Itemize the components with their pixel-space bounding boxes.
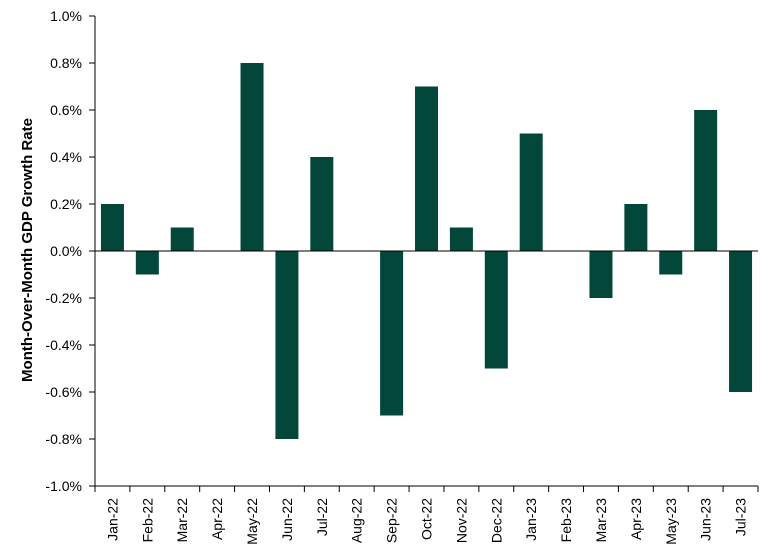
y-tick-label: -0.2% xyxy=(45,290,82,306)
x-tick-label: Mar-23 xyxy=(593,498,609,543)
x-tick-label: Mar-22 xyxy=(174,498,190,543)
x-tick-label: Aug-22 xyxy=(349,498,365,543)
y-tick-label: 0.4% xyxy=(50,149,82,165)
bar-May-22 xyxy=(240,63,264,251)
bar-Jun-23 xyxy=(694,110,718,251)
x-tick-label: Nov-22 xyxy=(453,498,469,543)
bar-Mar-23 xyxy=(589,251,613,298)
y-tick-label: 0.6% xyxy=(50,102,82,118)
x-tick-label: Feb-22 xyxy=(139,498,155,543)
y-tick-label: 0.0% xyxy=(50,243,82,259)
bar-Jan-23 xyxy=(519,133,543,251)
x-tick-label: Jun-22 xyxy=(279,498,295,541)
bar-May-23 xyxy=(659,251,683,275)
x-tick-label: Jan-23 xyxy=(523,498,539,541)
bar-Jan-22 xyxy=(100,204,124,251)
x-tick-label: Jun-23 xyxy=(698,498,714,541)
y-axis-label: Month-Over-Month GDP Growth Rate xyxy=(19,118,36,382)
y-tick-label: -0.8% xyxy=(45,431,82,447)
x-tick-label: Dec-22 xyxy=(488,498,504,543)
y-tick-label: 1.0% xyxy=(50,8,82,24)
bar-Jul-22 xyxy=(310,157,334,251)
x-tick-label: Apr-22 xyxy=(209,498,225,540)
bar-Feb-22 xyxy=(135,251,159,275)
x-tick-label: Jul-23 xyxy=(733,498,749,536)
bar-Nov-22 xyxy=(449,227,473,251)
x-tick-label: Sep-22 xyxy=(384,498,400,543)
y-tick-label: 0.2% xyxy=(50,196,82,212)
bar-Jun-22 xyxy=(275,251,299,439)
x-tick-label: Oct-22 xyxy=(419,498,435,540)
y-tick-label: -1.0% xyxy=(45,478,82,494)
bar-Mar-22 xyxy=(170,227,194,251)
y-tick-label: 0.8% xyxy=(50,55,82,71)
bar-Jul-23 xyxy=(729,251,753,392)
x-tick-label: Apr-23 xyxy=(628,498,644,540)
x-tick-label: May-22 xyxy=(244,498,260,545)
y-tick-label: -0.6% xyxy=(45,384,82,400)
x-tick-label: Feb-23 xyxy=(558,498,574,543)
bar-Sep-22 xyxy=(380,251,404,416)
x-tick-label: May-23 xyxy=(663,498,679,545)
x-tick-label: Jul-22 xyxy=(314,498,330,536)
x-tick-label: Jan-22 xyxy=(104,498,120,541)
bar-Oct-22 xyxy=(415,86,438,251)
bar-Apr-23 xyxy=(624,204,648,251)
y-tick-label: -0.4% xyxy=(45,337,82,353)
bar-Dec-22 xyxy=(484,251,508,369)
